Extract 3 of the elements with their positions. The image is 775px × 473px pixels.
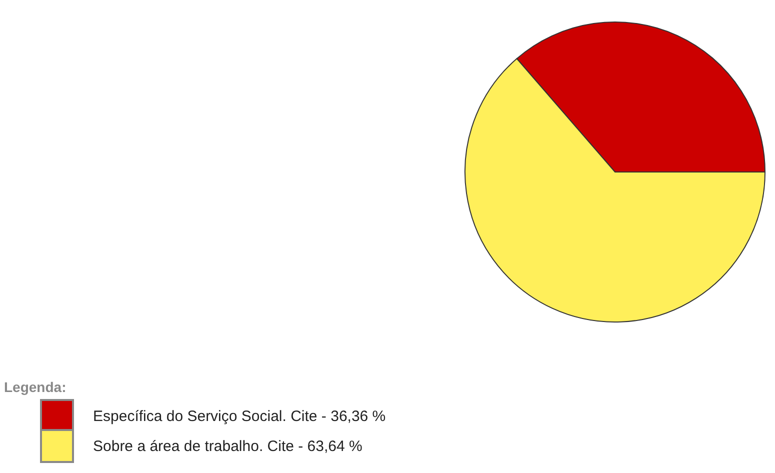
legend-label: Específica do Serviço Social. Cite - 36,36 % [93, 408, 386, 425]
legend-label: Sobre a área de trabalho. Cite - 63,64 % [93, 438, 362, 455]
legend-title: Legenda: [4, 379, 66, 395]
